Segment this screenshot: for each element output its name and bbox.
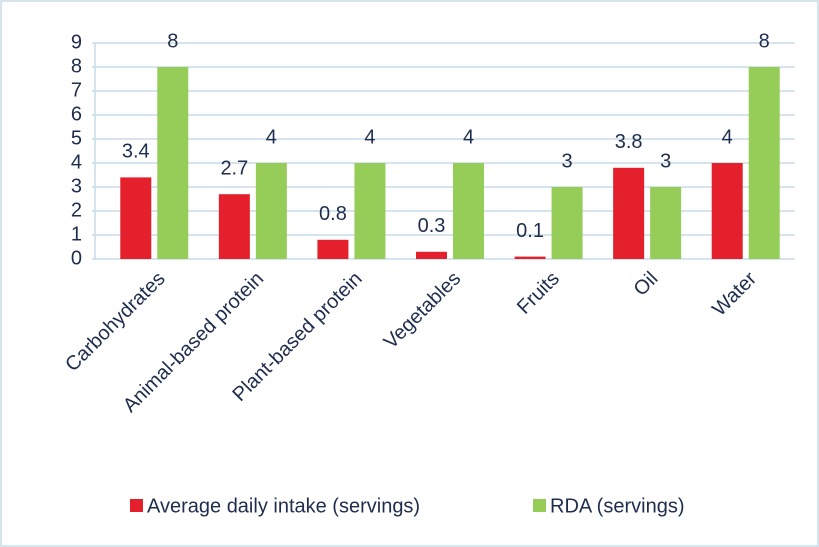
bar xyxy=(514,256,546,259)
value-label: 3.4 xyxy=(122,141,150,163)
legend-label: Average daily intake (servings) xyxy=(147,495,420,517)
value-label: 4 xyxy=(722,126,733,148)
bar xyxy=(120,177,152,259)
value-label: 3 xyxy=(660,150,671,172)
value-label: 8 xyxy=(167,30,178,52)
legend-swatch xyxy=(130,499,143,512)
value-label: 0.8 xyxy=(319,203,347,225)
value-label: 4 xyxy=(463,126,474,148)
bar xyxy=(551,187,583,259)
y-tick-label: 3 xyxy=(71,175,82,197)
bar xyxy=(255,163,287,259)
legend-swatch xyxy=(533,499,546,512)
bar xyxy=(453,163,484,259)
value-label: 0.3 xyxy=(418,215,446,237)
value-label: 3.8 xyxy=(615,131,643,153)
value-label: 4 xyxy=(364,126,375,148)
y-tick-label: 2 xyxy=(71,199,82,221)
bar xyxy=(650,187,682,259)
y-tick-label: 6 xyxy=(71,103,82,125)
y-tick-label: 8 xyxy=(71,55,82,77)
bar xyxy=(317,239,349,259)
legend-label: RDA (servings) xyxy=(550,495,684,517)
value-label: 4 xyxy=(266,126,277,148)
bar xyxy=(748,67,780,259)
value-label: 3 xyxy=(562,150,573,172)
y-tick-label: 1 xyxy=(71,223,82,245)
value-label: 2.7 xyxy=(220,157,248,179)
bar xyxy=(613,167,645,259)
bar xyxy=(354,163,386,259)
bar xyxy=(711,163,743,259)
value-label: 0.1 xyxy=(516,220,544,242)
y-tick-label: 4 xyxy=(71,151,82,173)
y-tick-label: 0 xyxy=(71,247,82,269)
bar xyxy=(157,67,189,259)
y-tick-label: 5 xyxy=(71,127,82,149)
value-label: 8 xyxy=(759,30,770,52)
bar xyxy=(218,194,250,259)
bar xyxy=(416,251,447,259)
y-tick-label: 7 xyxy=(71,79,82,101)
y-tick-label: 9 xyxy=(71,31,82,53)
